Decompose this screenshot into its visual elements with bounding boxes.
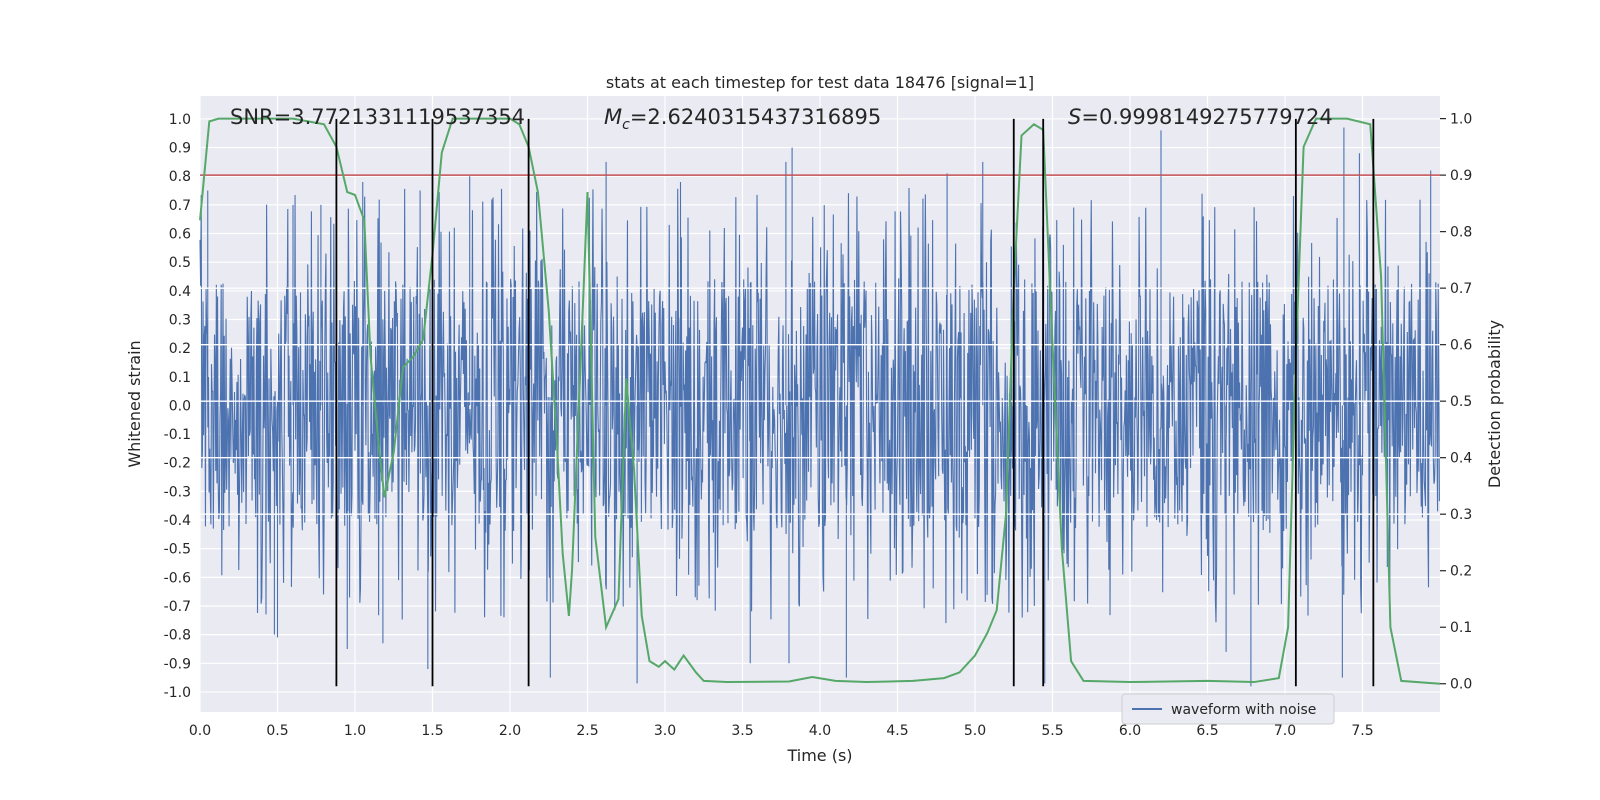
y-tick-label-left: 0.5 <box>169 255 191 271</box>
x-tick-label: 6.0 <box>1119 723 1141 739</box>
y-tick-label-right: 0.0 <box>1450 677 1472 693</box>
y-tick-label-right: 0.7 <box>1450 281 1472 297</box>
x-tick-label: 1.0 <box>344 723 366 739</box>
significance-symbol: S <box>1068 105 1081 129</box>
event-lines <box>335 118 1375 687</box>
x-tick-label: 5.5 <box>1041 723 1063 739</box>
y-tick-label-right: 0.9 <box>1450 168 1472 184</box>
probability-series <box>199 117 1441 685</box>
y-tick-label-right: 0.5 <box>1450 394 1472 410</box>
x-tick-label: 4.5 <box>886 723 908 739</box>
y-tick-label-left: -0.7 <box>164 599 191 615</box>
x-tick-label: 3.5 <box>731 723 753 739</box>
y-tick-label-left: 0.2 <box>169 341 191 357</box>
chirp-mass-value: =2.6240315437316895 <box>630 105 881 129</box>
y-tick-label-left: 0.0 <box>169 398 191 414</box>
chirp-mass-subscript: c <box>622 117 630 133</box>
x-axis-label: Time (s) <box>786 746 852 765</box>
x-tick-label: 7.0 <box>1274 723 1296 739</box>
waveform-line <box>199 127 1440 687</box>
y-tick-label-left: 0.4 <box>169 284 191 300</box>
y-tick-label-left: 0.6 <box>169 227 191 243</box>
x-tick-label: 4.0 <box>809 723 831 739</box>
axis-ticks: 0.0 0.5 1.0 1.5 2.0 2.5 3.0 3.5 4.0 4.5 5.0 5.5 6.0 6… <box>164 112 1473 739</box>
x-tick-label: 1.5 <box>421 723 443 739</box>
chirp-mass-annotation: Mc=2.6240315437316895 <box>604 105 881 133</box>
y-tick-label-left: 1.0 <box>169 112 191 128</box>
x-tick-label: 7.5 <box>1351 723 1373 739</box>
y-tick-label-left: 0.8 <box>169 169 191 185</box>
chirp-mass-symbol: M <box>604 105 622 129</box>
x-tick-label: 5.0 <box>964 723 986 739</box>
y-tick-label-left: -0.2 <box>164 456 191 472</box>
x-tick-label: 0.5 <box>266 723 288 739</box>
y-tick-label-left: 0.1 <box>169 370 191 386</box>
y-tick-label-right: 0.6 <box>1450 338 1472 354</box>
x-tick-label: 2.5 <box>576 723 598 739</box>
x-tick-label: 6.5 <box>1196 723 1218 739</box>
y-tick-label-left: -0.6 <box>164 570 191 586</box>
y-tick-label-left: -0.8 <box>164 628 191 644</box>
y-tick-label-left: -0.3 <box>164 484 191 500</box>
y-axis-label-right: Detection probability <box>1485 320 1504 488</box>
y-tick-label-left: -0.4 <box>164 513 191 529</box>
y-tick-label-left: 0.3 <box>169 312 191 328</box>
y-tick-label-left: -0.1 <box>164 427 191 443</box>
snr-annotation: SNR=3.7721331119537354 <box>230 105 525 129</box>
legend-box <box>1121 693 1335 725</box>
y-tick-label-right: 0.8 <box>1450 225 1472 241</box>
probability-line <box>199 117 1441 685</box>
x-tick-label: 3.0 <box>654 723 676 739</box>
y-tick-label-right: 0.1 <box>1450 620 1472 636</box>
y-tick-label-right: 1.0 <box>1450 112 1472 128</box>
significance-annotation: S=0.9998149275779724 <box>1068 105 1333 129</box>
y-tick-label-left: 0.7 <box>169 198 191 214</box>
y-axis-label-left: Whitened strain <box>125 340 144 467</box>
y-tick-label-right: 0.2 <box>1450 564 1472 580</box>
y-tick-label-left: -0.5 <box>164 542 191 558</box>
y-tick-label-right: 0.3 <box>1450 507 1472 523</box>
significance-value: =0.9998149275779724 <box>1081 105 1332 129</box>
y-tick-label-left: 0.9 <box>169 141 191 157</box>
waveform-series <box>199 127 1440 687</box>
chart-title: stats at each timestep for test data 184… <box>606 73 1034 92</box>
y-tick-label-left: -1.0 <box>164 685 191 701</box>
x-tick-label: 0.0 <box>189 723 211 739</box>
y-tick-label-right: 0.4 <box>1450 451 1472 467</box>
y-tick-label-left: -0.9 <box>164 656 191 672</box>
legend: waveform with noise <box>1121 693 1335 725</box>
legend-label-waveform: waveform with noise <box>1171 702 1316 718</box>
x-tick-label: 2.0 <box>499 723 521 739</box>
